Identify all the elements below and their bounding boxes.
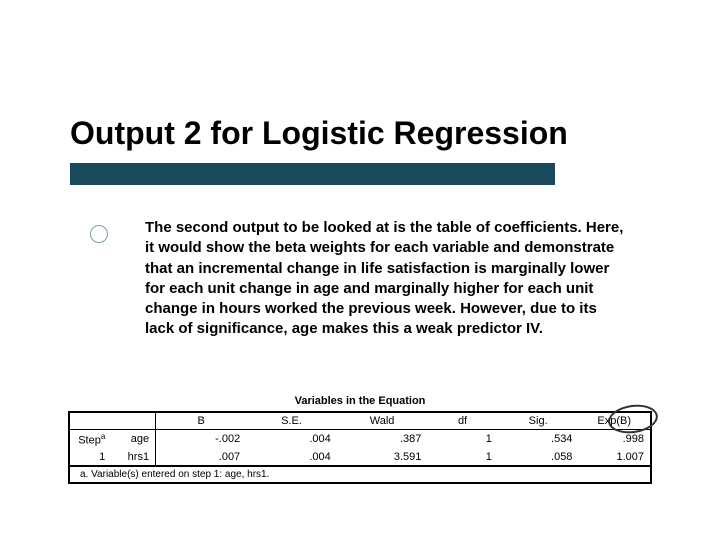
bullet-icon (90, 225, 108, 243)
cell-expb-1: 1.007 (578, 449, 651, 466)
cell-df-0: 1 (427, 430, 497, 449)
title-underline (70, 163, 555, 185)
header-se: S.E. (246, 412, 337, 430)
step-label-1: Stepa (69, 430, 111, 449)
header-wald: Wald (337, 412, 428, 430)
spss-output-figure: Variables in the Equation B S.E. Wald df… (68, 395, 652, 484)
step-label-2: 1 (69, 449, 111, 466)
header-sig: Sig. (498, 412, 579, 430)
cell-wald-1: 3.591 (337, 449, 428, 466)
cell-var-0: age (111, 430, 155, 449)
table-row: Stepa age -.002 .004 .387 1 .534 .998 (69, 430, 651, 449)
step-sup: a (101, 432, 105, 441)
cell-expb-0: .998 (578, 430, 651, 449)
table-row: 1 hrs1 .007 .004 3.591 1 .058 1.007 (69, 449, 651, 466)
step-text-1: Step (78, 435, 101, 447)
cell-b-1: .007 (156, 449, 247, 466)
cell-sig-1: .058 (498, 449, 579, 466)
slide-title: Output 2 for Logistic Regression (70, 115, 568, 152)
header-expb: Exp(B) (578, 412, 651, 430)
table-footnote: a. Variable(s) entered on step 1: age, h… (68, 467, 652, 484)
cell-se-0: .004 (246, 430, 337, 449)
header-blank-2 (111, 412, 155, 430)
table-caption: Variables in the Equation (68, 395, 652, 407)
header-blank-1 (69, 412, 111, 430)
cell-se-1: .004 (246, 449, 337, 466)
cell-b-0: -.002 (156, 430, 247, 449)
cell-var-1: hrs1 (111, 449, 155, 466)
body-paragraph: The second output to be looked at is the… (145, 218, 625, 340)
cell-sig-0: .534 (498, 430, 579, 449)
header-df: df (427, 412, 497, 430)
coefficients-table: B S.E. Wald df Sig. Exp(B) Stepa age -.0… (68, 411, 652, 467)
header-b: B (156, 412, 247, 430)
cell-df-1: 1 (427, 449, 497, 466)
cell-wald-0: .387 (337, 430, 428, 449)
